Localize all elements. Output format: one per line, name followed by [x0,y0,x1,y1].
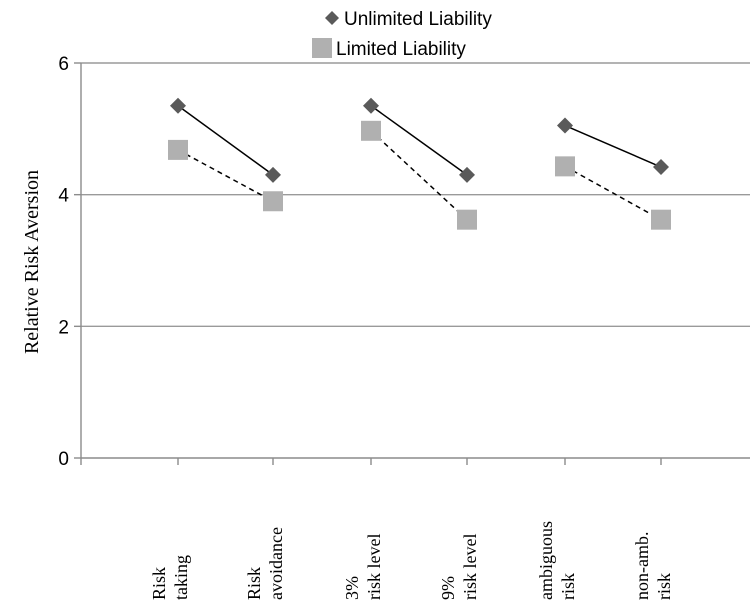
series-line-unlimited [564,124,662,168]
data-point-limited [457,209,477,230]
data-point-limited [361,120,381,141]
data-point-unlimited [265,166,281,183]
category-label: 3% [342,576,362,600]
legend-label-unlimited: Unlimited Liability [344,9,492,30]
data-point-unlimited [170,97,186,114]
legend-marker-limited [312,38,332,58]
series-markers [168,97,671,230]
legend-marker-unlimited [325,11,339,25]
y-tick-labels: 0 2 4 6 [58,54,69,470]
legend-label-limited: Limited Liability [336,39,466,60]
data-point-limited [555,156,575,177]
category-label: 9% [438,576,458,600]
category-label: risk [558,573,578,600]
y-tick-label: 6 [58,54,69,75]
data-point-unlimited [459,166,475,183]
category-label: taking [171,555,191,600]
category-label: Risk [244,567,264,600]
data-point-limited [263,191,283,212]
category-label: Risk [149,567,169,600]
category-label: risk level [460,534,480,600]
legend: Unlimited Liability Limited Liability [312,9,492,60]
x-axis [80,458,662,465]
category-label: avoidance [266,527,286,600]
series-line-unlimited [370,105,468,176]
y-tick-label: 4 [58,186,69,207]
series-line-limited [177,149,274,202]
category-label: risk [654,573,674,600]
y-tick-label: 0 [58,449,69,470]
series-line-limited [370,130,468,221]
y-axis-label: Relative Risk Aversion [21,170,43,354]
category-label: non-amb. [632,532,652,600]
data-point-unlimited [557,117,573,134]
data-point-unlimited [363,97,379,114]
y-tick-label: 2 [58,317,69,338]
data-point-limited [651,209,671,230]
category-label: risk level [364,534,384,600]
series-line-limited [564,165,662,221]
category-labels: Risk taking Risk avoidance 3% risk level 9% ris… [149,521,674,600]
data-point-unlimited [653,159,669,176]
category-label: ambiguous [536,521,556,600]
gridlines [74,62,750,459]
data-point-limited [168,139,188,160]
series-line-unlimited [177,105,274,176]
series-lines [177,105,662,221]
